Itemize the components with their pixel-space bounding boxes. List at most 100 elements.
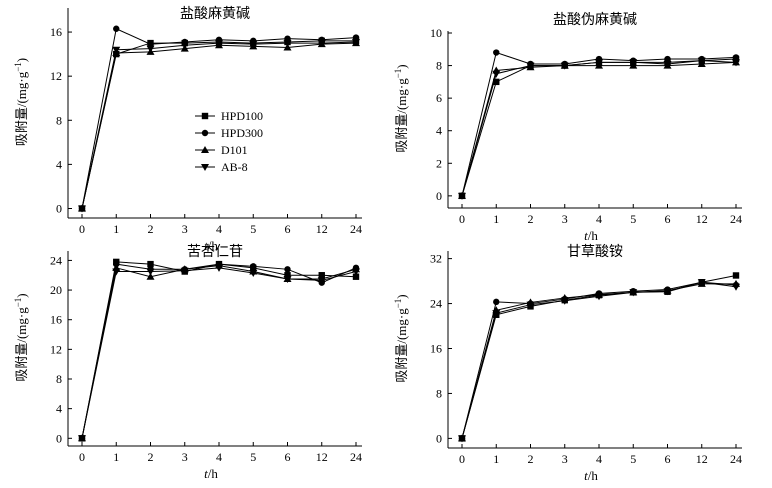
x-tick-label: 4 <box>216 222 222 236</box>
legend-marker <box>201 146 209 153</box>
y-axis-label-main: 吸附量/(mg·g <box>14 71 29 146</box>
x-tick-label: 5 <box>630 452 636 466</box>
data-point-ab-8 <box>732 283 740 291</box>
x-axis-label: t/h <box>584 468 598 483</box>
y-tick-label: 32 <box>430 252 442 266</box>
data-point-hpd300 <box>250 263 257 270</box>
data-point-ab-8 <box>526 62 535 70</box>
data-point-ab-8 <box>492 310 501 318</box>
data-point-ab-8 <box>249 41 258 49</box>
y-tick-label: 8 <box>56 113 62 127</box>
x-tick-label: 12 <box>696 212 708 226</box>
x-tick-label: 24 <box>350 450 362 464</box>
data-point-ab-8 <box>352 268 360 276</box>
data-point-ab-8 <box>146 268 155 276</box>
series-line-d101 <box>461 283 736 439</box>
y-axis-label-close: ) <box>14 293 29 297</box>
legend: HPD100 HPD300 D101 AB-8 <box>195 109 263 174</box>
x-tick-label: 5 <box>250 222 256 236</box>
x-tick-label: 0 <box>459 212 465 226</box>
data-point-ab-8 <box>732 59 740 67</box>
legend-marker <box>201 164 209 171</box>
data-point-ab-8 <box>663 288 672 296</box>
data-point-ab-8 <box>352 38 360 46</box>
data-point-hpd100 <box>352 273 360 280</box>
x-axis-label-var: t <box>204 466 208 481</box>
x-tick-label: 4 <box>596 452 602 466</box>
y-tick-label: 12 <box>50 342 62 356</box>
y-tick-label: 16 <box>50 313 62 327</box>
y-tick-label: 6 <box>436 91 442 105</box>
x-tick-label: 6 <box>285 222 291 236</box>
data-point-hpd300 <box>493 298 500 306</box>
series-line-d101 <box>81 265 357 439</box>
x-tick-label: 12 <box>316 222 328 236</box>
x-tick-label: 2 <box>148 450 154 464</box>
x-axis-label: t/h <box>204 238 218 253</box>
y-tick-label: 8 <box>56 372 62 386</box>
y-tick-label: 12 <box>50 69 62 83</box>
data-point-hpd300 <box>113 25 120 32</box>
x-tick-label: 3 <box>182 450 188 464</box>
y-axis-label: 吸附量/(mg·g−1) <box>13 58 29 146</box>
data-point-ab-8 <box>560 297 569 305</box>
legend-marker <box>201 112 209 120</box>
chart-title: 盐酸伪麻黄碱 <box>553 11 637 28</box>
x-axis-label-unit: /h <box>208 238 219 253</box>
x-tick-label: 2 <box>528 452 534 466</box>
x-axis-label-unit: /h <box>588 468 599 483</box>
x-tick-label: 12 <box>316 450 328 464</box>
y-tick-label: 2 <box>436 156 442 170</box>
series-line-d101 <box>81 42 357 209</box>
y-tick-label: 4 <box>56 402 62 416</box>
y-tick-label: 16 <box>430 342 442 356</box>
data-point-hpd300 <box>732 54 740 61</box>
data-point-ab-8 <box>215 40 223 48</box>
data-point-ab-8 <box>526 301 535 309</box>
data-point-ab-8 <box>249 270 258 278</box>
y-axis-label-sup: −1 <box>393 299 403 309</box>
series-line-ab-8 <box>461 60 737 196</box>
x-tick-label: 5 <box>250 450 256 464</box>
legend-label: AB-8 <box>221 160 248 174</box>
x-tick-label: 1 <box>113 450 119 464</box>
data-point-ab-8 <box>317 277 326 285</box>
data-point-ab-8 <box>458 435 466 443</box>
x-tick-label: 0 <box>79 450 85 464</box>
legend-marker <box>201 129 209 137</box>
x-axis-label: t/h <box>584 228 598 243</box>
y-tick-label: 8 <box>436 59 442 73</box>
data-point-ab-8 <box>595 293 603 301</box>
data-point-ab-8 <box>215 264 223 272</box>
y-tick-label: 20 <box>50 283 62 297</box>
x-axis-label: t/h <box>204 466 218 481</box>
legend-label: D101 <box>221 143 248 157</box>
data-point-ab-8 <box>283 275 292 283</box>
data-point-ab-8 <box>595 59 603 67</box>
data-point-hpd100 <box>732 272 740 279</box>
y-axis-label-sup: −1 <box>13 62 23 72</box>
x-tick-label: 12 <box>696 452 708 466</box>
x-tick-label: 2 <box>148 222 154 236</box>
data-point-ab-8 <box>112 46 121 54</box>
x-tick-label: 5 <box>630 212 636 226</box>
data-point-ab-8 <box>317 40 326 48</box>
data-point-ab-8 <box>663 60 672 68</box>
y-axis-label-close: ) <box>394 294 409 298</box>
y-tick-label: 0 <box>436 431 442 445</box>
data-point-ab-8 <box>78 435 86 443</box>
y-tick-label: 24 <box>50 253 62 267</box>
data-point-ab-8 <box>697 57 706 65</box>
data-point-ab-8 <box>180 42 189 50</box>
data-point-ab-8 <box>180 267 189 275</box>
series-line-hpd300 <box>81 28 357 209</box>
data-point-d101 <box>146 272 155 280</box>
x-tick-label: 0 <box>79 222 85 236</box>
x-tick-label: 6 <box>285 450 291 464</box>
x-tick-label: 3 <box>562 212 568 226</box>
y-tick-label: 8 <box>436 386 442 400</box>
y-axis-label-close: ) <box>394 64 409 68</box>
y-axis-label-main: 吸附量/(mg·g <box>394 78 409 153</box>
